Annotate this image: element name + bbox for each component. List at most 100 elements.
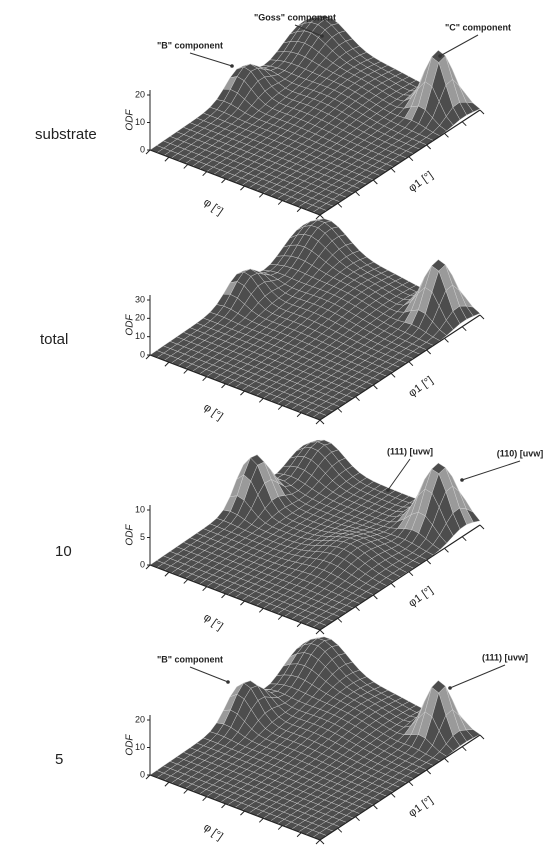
axis-tick (278, 201, 282, 205)
row-label: total (40, 331, 68, 348)
axis-tick (297, 833, 301, 837)
axis-tick (203, 377, 207, 381)
y-axis-label: φ1 [°] (407, 584, 436, 609)
axis-tick (316, 630, 320, 634)
axis-tick (259, 398, 263, 402)
axis-tick (462, 327, 466, 331)
axis-tick (165, 362, 169, 366)
axis-tick (338, 203, 342, 207)
axis-tick (184, 164, 188, 168)
axis-tick (480, 525, 484, 529)
x-axis-label: φ [°] (201, 821, 225, 843)
annotation-arrow (388, 459, 410, 490)
axis-tick (222, 384, 226, 388)
axis-tick (391, 793, 395, 797)
axis-tick (240, 811, 244, 815)
z-tick-label: 30 (135, 294, 145, 304)
axis-tick (444, 758, 448, 762)
axis-tick (222, 804, 226, 808)
axis-tick (184, 789, 188, 793)
axis-tick (409, 572, 413, 576)
z-tick-label: 20 (135, 714, 145, 724)
axis-tick (203, 797, 207, 801)
axis-tick (240, 391, 244, 395)
axis-tick (146, 565, 150, 569)
axis-tick (356, 817, 360, 821)
axis-tick (184, 579, 188, 583)
arrow-head (438, 54, 442, 58)
axis-tick (259, 608, 263, 612)
z-tick-label: 20 (135, 89, 145, 99)
axis-tick (427, 770, 431, 774)
axis-tick (316, 215, 320, 219)
x-axis-label: φ [°] (201, 611, 225, 633)
axis-tick (444, 338, 448, 342)
axis-tick (356, 192, 360, 196)
annotation-arrow (190, 53, 232, 66)
x-axis-label: φ [°] (201, 401, 225, 423)
axis-tick (373, 180, 377, 184)
axis-tick (391, 373, 395, 377)
axis-tick (240, 601, 244, 605)
axis-tick (320, 215, 324, 219)
axis-tick (297, 208, 301, 212)
axis-tick (356, 397, 360, 401)
axis-tick (146, 355, 150, 359)
axis-tick (444, 548, 448, 552)
annotation: "B" component (157, 654, 223, 664)
arrow-head (460, 478, 464, 482)
axis-tick (297, 623, 301, 627)
z-tick-label: 0 (140, 349, 145, 359)
axis-tick (320, 630, 324, 634)
axis-tick (480, 110, 484, 114)
axis-tick (278, 826, 282, 830)
annotation: (110) [uvw] (497, 448, 544, 458)
axis-tick (240, 186, 244, 190)
annotation-arrow (450, 665, 505, 688)
arrow-head (448, 686, 452, 690)
z-axis-label: ODF (125, 109, 136, 131)
axis-tick (165, 572, 169, 576)
figure: φ [°] φ1 [°] 0 10 20 ODF substrate "B" componen… (0, 0, 551, 845)
axis-tick (391, 583, 395, 587)
axis-tick (409, 157, 413, 161)
annotation-arrow (190, 667, 228, 682)
z-tick-label: 0 (140, 559, 145, 569)
arrow-head (230, 64, 234, 68)
axis-tick (146, 150, 150, 154)
axis-tick (338, 828, 342, 832)
z-tick-label: 10 (135, 117, 145, 127)
axis-tick (338, 408, 342, 412)
z-tick-label: 20 (135, 313, 145, 323)
axis-tick (409, 362, 413, 366)
row-label: 5 (55, 751, 63, 768)
annotation: "Goss" component (254, 12, 336, 22)
axis-tick (297, 413, 301, 417)
axis-tick (316, 840, 320, 844)
axis-tick (222, 594, 226, 598)
axis-tick (427, 145, 431, 149)
y-axis-label: φ1 [°] (407, 169, 436, 194)
axis-tick (203, 172, 207, 176)
arrow-head (320, 34, 324, 38)
axis-tick (391, 168, 395, 172)
axis-tick (480, 315, 484, 319)
axis-tick (462, 747, 466, 751)
z-tick-label: 5 (140, 532, 145, 542)
axis-tick (462, 537, 466, 541)
z-tick-label: 10 (135, 504, 145, 514)
annotation: "B" component (157, 40, 223, 50)
axis-tick (480, 735, 484, 739)
row-label: 10 (55, 543, 72, 560)
axis-tick (356, 607, 360, 611)
axis-tick (427, 560, 431, 564)
row-label: substrate (35, 126, 97, 143)
axis-tick (259, 193, 263, 197)
axis-tick (409, 782, 413, 786)
y-axis-label: φ1 [°] (407, 794, 436, 819)
z-tick-label: 0 (140, 144, 145, 154)
